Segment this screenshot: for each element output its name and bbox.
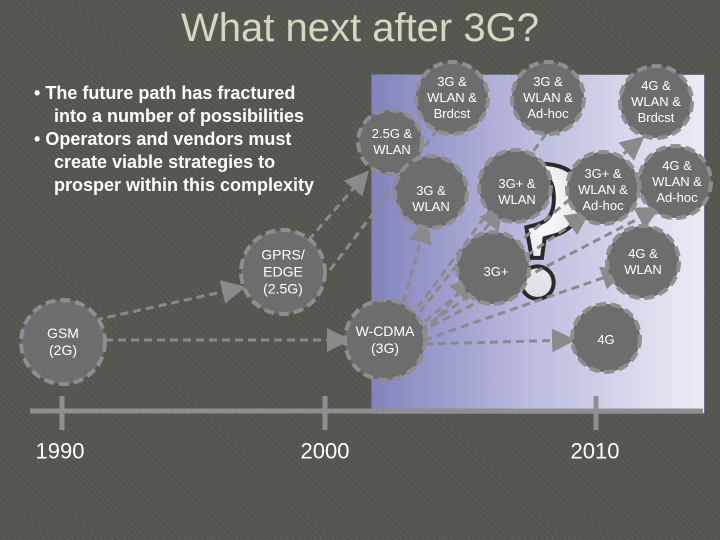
arrow-gprs-3gwlanbrdcst <box>328 95 464 271</box>
node-3g-wlan-adhoc <box>510 60 586 136</box>
node-gsm-label: GSM (2G) <box>47 325 79 358</box>
node-3gplus-wlan-label: 3G+ & WLAN <box>498 176 536 207</box>
node-3gplus-wlan-adhoc-label: 3G+ & WLAN & Ad-hoc <box>578 166 628 213</box>
timeline <box>30 396 703 430</box>
node-4g-wlan-label: 4G & WLAN <box>624 246 662 277</box>
node-3g-wlan-adhoc-label: 3G & WLAN & Ad-hoc <box>523 74 573 121</box>
node-4g-wlan <box>605 224 681 300</box>
node-3g-wlan <box>393 154 469 230</box>
arrow-gsm-gprs <box>94 280 246 322</box>
bullet-marker: • <box>34 129 41 149</box>
arrow-wcdma-4gwlan <box>423 266 626 342</box>
year-label-2000: 2000 <box>300 438 350 464</box>
node-3g-wlan-label: 3G & WLAN <box>412 183 450 214</box>
bullet-list: • The future path has fractured into a n… <box>34 82 354 197</box>
node-4g-wlan-adhoc-label: 4G & WLAN & Ad-hoc <box>652 158 702 205</box>
arrow-wcdma-3gwlanadhoc <box>408 110 564 319</box>
node-3gplus-wlan <box>477 148 553 224</box>
node-gprs-label: GPRS/ EDGE (2.5G) <box>261 246 305 297</box>
node-3gplus <box>455 230 531 306</box>
node-25g-wlan <box>356 108 424 176</box>
bullet-item: • The future path has fractured into a n… <box>34 82 354 128</box>
arrow-wcdma-3gpluswlanadhoc <box>419 211 590 332</box>
year-label-1990: 1990 <box>35 438 85 464</box>
node-wcdma-label: W-CDMA (3G) <box>355 323 415 356</box>
node-25g-wlan-label: 2.5G & WLAN <box>371 126 413 157</box>
bullet-text: prosper within this complexity <box>54 175 315 195</box>
node-gprs <box>239 228 327 316</box>
node-gsm <box>19 298 107 386</box>
bullet-text: create viable strategies to <box>54 152 276 172</box>
arrow-wcdma-4g <box>424 328 576 353</box>
node-4g-wlan-brdcst <box>618 64 694 140</box>
technology-nodes <box>19 60 713 386</box>
arrow-wcdma-3gwlan <box>398 219 432 316</box>
bullet-text: Operators and vendors must <box>45 129 292 149</box>
bullet-text: The future path has fractured <box>45 83 296 103</box>
node-3gplus-label: 3G+ <box>483 264 509 279</box>
node-4g-wlan-brdcst-label: 4G & WLAN & Brdcst <box>631 78 681 125</box>
arrow-gprs-25g <box>298 170 369 251</box>
arrow-wcdma-4gwlanadhoc <box>419 207 661 334</box>
bullet-item: • Operators and vendors must create viab… <box>34 128 354 197</box>
node-4g-label: 4G <box>597 332 615 347</box>
node-4g-wlan-adhoc <box>637 144 713 220</box>
arrow-wcdma-4gwlanbrdcst <box>414 136 645 332</box>
node-4g <box>570 302 642 374</box>
node-3g-wlan-brdcst-label: 3G & WLAN & Brdcst <box>427 74 477 121</box>
year-label-2010: 2010 <box>570 438 620 464</box>
node-3g-wlan-brdcst <box>414 60 490 136</box>
bullet-marker: • <box>34 83 41 103</box>
slide-title: What next after 3G? <box>181 6 539 50</box>
node-wcdma <box>343 298 427 382</box>
bullet-text: into a number of possibilities <box>54 106 305 126</box>
